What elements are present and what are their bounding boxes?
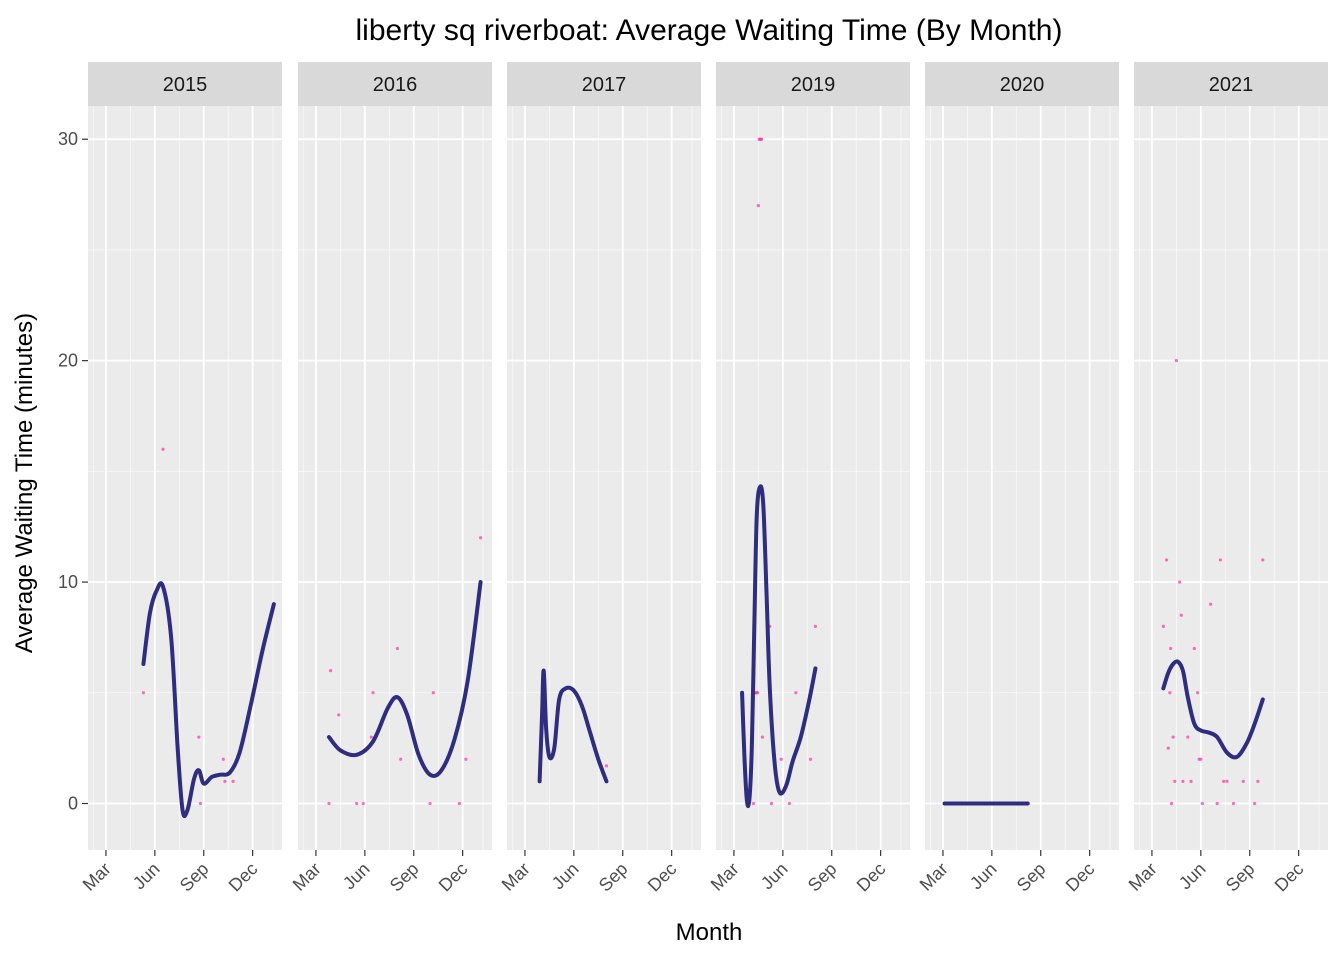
data-point <box>1215 801 1219 806</box>
facet-strip-label: 2020 <box>1000 74 1045 96</box>
data-point <box>198 801 203 806</box>
data-point <box>1171 735 1175 739</box>
data-point <box>808 757 813 761</box>
data-point <box>769 801 774 806</box>
data-point <box>794 691 798 695</box>
data-point <box>604 764 609 768</box>
facet-strip-label: 2015 <box>163 74 208 96</box>
data-point <box>1209 602 1213 606</box>
data-point <box>1231 801 1236 806</box>
data-point <box>751 801 756 806</box>
data-point <box>760 137 764 141</box>
facet-strip <box>298 62 492 106</box>
panel-background <box>716 106 910 850</box>
data-point <box>464 757 468 761</box>
data-point <box>779 757 783 761</box>
y-axis-title: Average Waiting Time (minutes) <box>11 313 38 653</box>
facet-strip-label: 2019 <box>791 74 836 96</box>
data-point <box>1161 624 1165 628</box>
data-point <box>1169 801 1174 806</box>
data-point <box>231 779 235 783</box>
data-point <box>1178 580 1182 584</box>
x-axis-title: Month <box>676 919 743 946</box>
data-point <box>428 801 432 806</box>
smooth-line <box>326 580 483 779</box>
facet-strip-label: 2017 <box>582 74 627 96</box>
data-point <box>141 691 146 695</box>
data-point <box>1222 779 1226 783</box>
panel-background <box>925 106 1119 850</box>
data-point <box>327 801 331 806</box>
data-point <box>355 801 359 806</box>
data-point <box>760 735 765 739</box>
facet-strip <box>1134 62 1328 106</box>
data-point <box>161 447 165 451</box>
data-point <box>787 801 791 806</box>
data-point <box>1165 558 1169 562</box>
data-point <box>1189 779 1193 783</box>
data-point <box>755 691 760 695</box>
data-point <box>369 735 373 739</box>
data-point <box>1174 359 1178 363</box>
data-point <box>337 713 341 717</box>
data-point <box>1179 613 1183 617</box>
data-point <box>1253 801 1257 806</box>
smooth-line <box>537 668 609 784</box>
data-point <box>431 691 435 695</box>
facet-strip <box>925 62 1119 106</box>
data-point <box>1218 558 1223 562</box>
facet-strip-label: 2016 <box>373 74 418 96</box>
data-point <box>329 669 333 673</box>
facet-strip-label: 2021 <box>1209 74 1254 96</box>
data-point <box>223 779 227 783</box>
data-point <box>399 757 403 761</box>
panel-background <box>1134 106 1328 850</box>
data-point <box>1173 779 1177 783</box>
data-point <box>1256 779 1260 783</box>
data-point <box>1261 558 1265 562</box>
y-axis: 0 10 20 30 <box>58 129 88 814</box>
data-point <box>1225 779 1229 783</box>
facet-strip <box>88 62 282 106</box>
data-point <box>1192 646 1196 651</box>
data-point <box>395 646 400 651</box>
data-point <box>457 801 461 806</box>
data-point <box>221 757 225 761</box>
panel-background <box>507 106 701 850</box>
data-point <box>1241 779 1245 783</box>
data-point <box>1169 646 1173 651</box>
smooth-line <box>740 484 818 809</box>
data-point <box>1166 746 1170 750</box>
chart-title: liberty sq riverboat: Average Waiting Ti… <box>356 14 1063 47</box>
y-tick-label: 0 <box>68 794 78 814</box>
y-tick-label: 10 <box>58 572 78 592</box>
data-point <box>1195 691 1200 695</box>
data-point <box>756 204 760 208</box>
y-tick-label: 20 <box>58 351 78 371</box>
data-point <box>371 691 375 695</box>
panel-background <box>88 106 282 850</box>
facet-strip <box>716 62 910 106</box>
y-tick-label: 30 <box>58 129 78 149</box>
smooth-line <box>1161 659 1265 760</box>
data-point <box>1168 691 1172 695</box>
data-point <box>1186 735 1190 739</box>
data-point <box>361 801 365 806</box>
facet-strip <box>507 62 701 106</box>
data-point <box>1199 757 1203 761</box>
data-point <box>478 536 483 540</box>
data-point <box>813 624 818 628</box>
data-point <box>1181 779 1185 783</box>
data-point <box>1200 801 1205 806</box>
smooth-line <box>141 581 276 819</box>
data-point <box>197 735 201 739</box>
